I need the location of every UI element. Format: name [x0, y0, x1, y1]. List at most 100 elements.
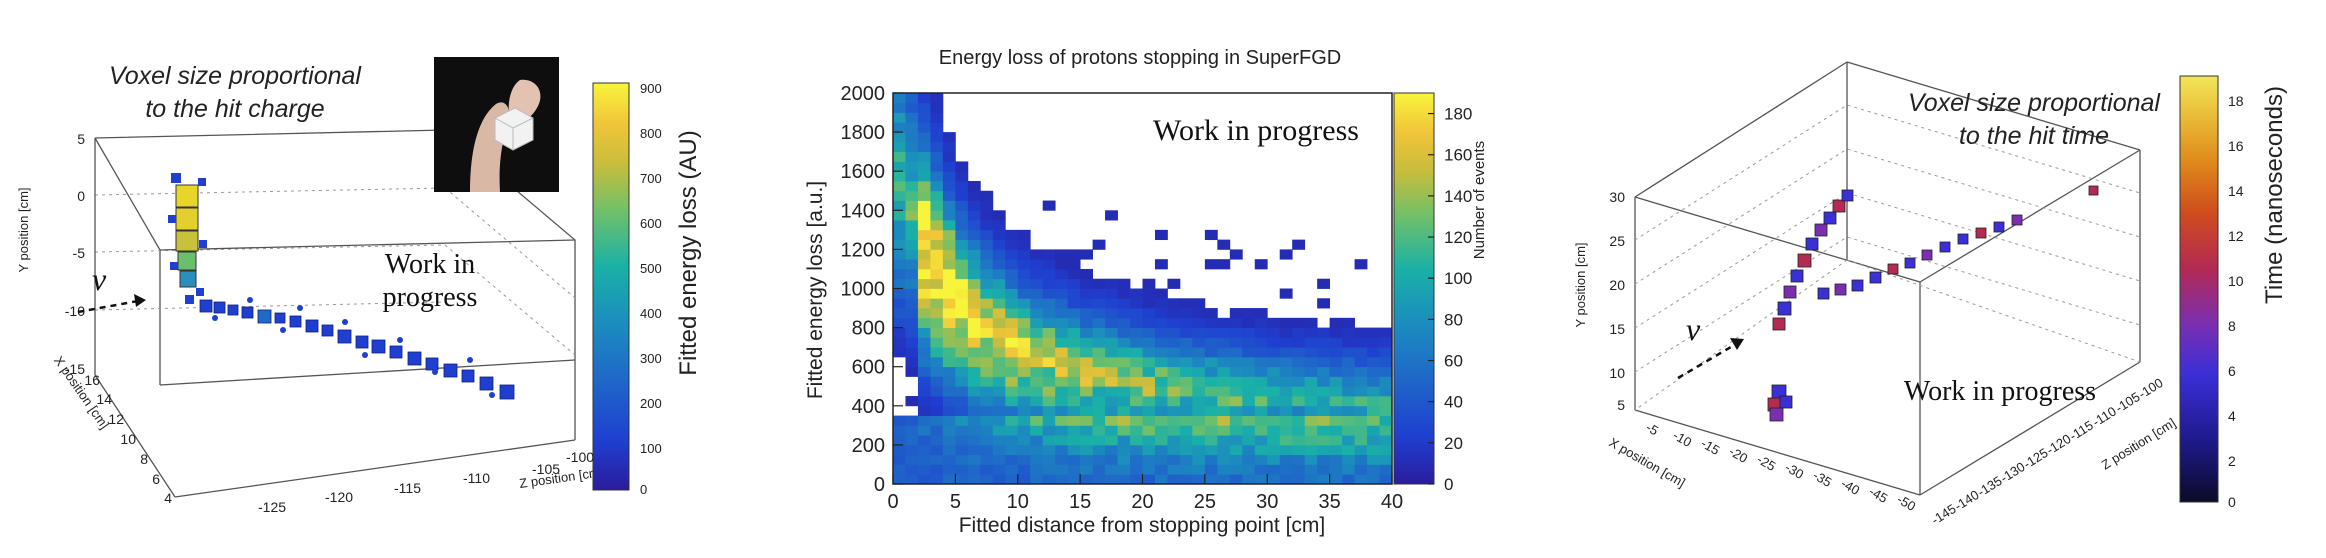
heatmap-cell	[955, 425, 969, 436]
heatmap-cell	[1005, 298, 1019, 309]
tick-label: 140	[1444, 187, 1472, 206]
colorbar-tick: 800	[640, 126, 662, 141]
heatmap-cell	[893, 317, 906, 328]
heatmap-cell	[1092, 376, 1106, 387]
heatmap-cell	[1092, 425, 1106, 436]
heatmap-cell	[1229, 405, 1243, 416]
heatmap-cell	[1092, 444, 1106, 456]
heatmap-cell	[1179, 415, 1193, 426]
heatmap-cell	[1030, 308, 1044, 319]
heatmap-cell	[1179, 347, 1193, 358]
heatmap-cell	[930, 220, 944, 231]
heatmap-cell	[1292, 317, 1306, 328]
colorbar-tick: 100	[640, 441, 662, 456]
x-axis-label: Fitted distance from stopping point [cm]	[959, 514, 1326, 537]
heatmap-cell	[893, 229, 906, 241]
heatmap-cell	[1354, 425, 1368, 436]
heatmap-cell	[905, 396, 919, 407]
heatmap-cell	[992, 278, 1006, 289]
heatmap-cell	[1055, 249, 1069, 260]
heatmap-cell	[1354, 347, 1368, 358]
z-tick: -115	[394, 480, 421, 496]
heatmap-cell	[905, 171, 919, 182]
voxel-hit	[199, 240, 207, 248]
heatmap-cell	[1279, 347, 1293, 358]
heatmap-cell	[1167, 327, 1181, 338]
heatmap-cell	[1042, 454, 1056, 465]
heatmap-cell	[905, 190, 919, 201]
voxel-hit	[321, 324, 334, 337]
heatmap-cell	[1005, 435, 1019, 446]
heatmap-cell	[992, 249, 1006, 260]
heatmap-cell	[930, 112, 944, 123]
heatmap-cell	[1130, 454, 1143, 465]
heatmap-cell	[1055, 366, 1069, 377]
heatmap-cell	[1317, 356, 1331, 368]
grid-line	[1634, 192, 2141, 329]
heatmap-cell	[930, 464, 944, 475]
heatmap-cell	[1167, 435, 1181, 446]
heatmap-cell	[980, 190, 994, 201]
heatmap-cell	[980, 415, 994, 426]
heatmap-cell	[955, 396, 969, 407]
heatmap-cell	[1379, 347, 1393, 358]
tick-label: 20	[1444, 434, 1463, 453]
heatmap-cell	[1354, 356, 1368, 368]
heatmap-cell	[1142, 415, 1156, 426]
heatmap-cell	[1055, 474, 1069, 485]
heatmap-cell	[1017, 425, 1031, 436]
heatmap-cell	[930, 435, 944, 446]
heatmap-cell	[1254, 259, 1268, 270]
heatmap-cell	[1217, 396, 1231, 407]
heatmap-cell	[1304, 444, 1318, 456]
heatmap-cell	[1342, 474, 1355, 485]
heatmap-cell	[1030, 454, 1044, 465]
heatmap-cell	[1080, 405, 1093, 416]
grid-line	[94, 187, 576, 299]
panel3-3d-plot: 30 25 20 15 10 5 Y position [cm] -5 -10 …	[1573, 61, 2288, 528]
heatmap-cell	[1292, 396, 1306, 407]
heatmap-cell	[1304, 435, 1318, 446]
heatmap-cell	[1267, 396, 1281, 407]
voxel-hit	[461, 369, 475, 383]
heatmap-cell	[942, 190, 956, 201]
heatmap-cell	[1154, 474, 1168, 485]
heatmap-cell	[1117, 347, 1131, 358]
heatmap-cell	[1005, 317, 1019, 328]
heatmap-cell	[1042, 337, 1056, 348]
heatmap-cell	[1279, 366, 1293, 377]
heatmap-cell	[1342, 435, 1355, 446]
heatmap-cell	[905, 474, 919, 485]
heatmap-cell	[930, 239, 944, 250]
heatmap-cell	[1304, 337, 1318, 348]
heatmap-cell	[980, 347, 994, 358]
heatmap-cell	[1367, 347, 1380, 358]
heatmap-cell	[1254, 444, 1268, 456]
heatmap-cell	[1379, 386, 1393, 397]
z-tick: -100	[566, 449, 594, 465]
heatmap-cell	[955, 298, 969, 309]
heatmap-cell	[1130, 356, 1143, 368]
heatmap-cell	[1080, 308, 1093, 319]
heatmap-cell	[1267, 317, 1281, 328]
heatmap-cell	[1267, 405, 1281, 416]
heatmap-cell	[893, 190, 906, 201]
heatmap-cell	[1130, 444, 1143, 456]
heatmap-cell	[1142, 376, 1156, 387]
heatmap-cell	[1154, 356, 1168, 368]
y-tick: 5	[1617, 397, 1625, 413]
box-edge-top-front	[1634, 196, 1921, 283]
heatmap-cell	[1067, 366, 1081, 377]
heatmap-cell	[942, 210, 956, 221]
heatmap-cell	[905, 220, 919, 231]
heatmap-cell	[1342, 454, 1355, 465]
heatmap-cell	[1042, 317, 1056, 328]
voxel-hit	[499, 384, 515, 400]
heatmap-cell	[1067, 347, 1081, 358]
heatmap-cell	[930, 415, 944, 426]
heatmap-cell	[1304, 327, 1318, 338]
heatmap-cell	[955, 278, 969, 289]
heatmap-cell	[917, 259, 931, 270]
tick-label: 40	[1381, 491, 1403, 513]
